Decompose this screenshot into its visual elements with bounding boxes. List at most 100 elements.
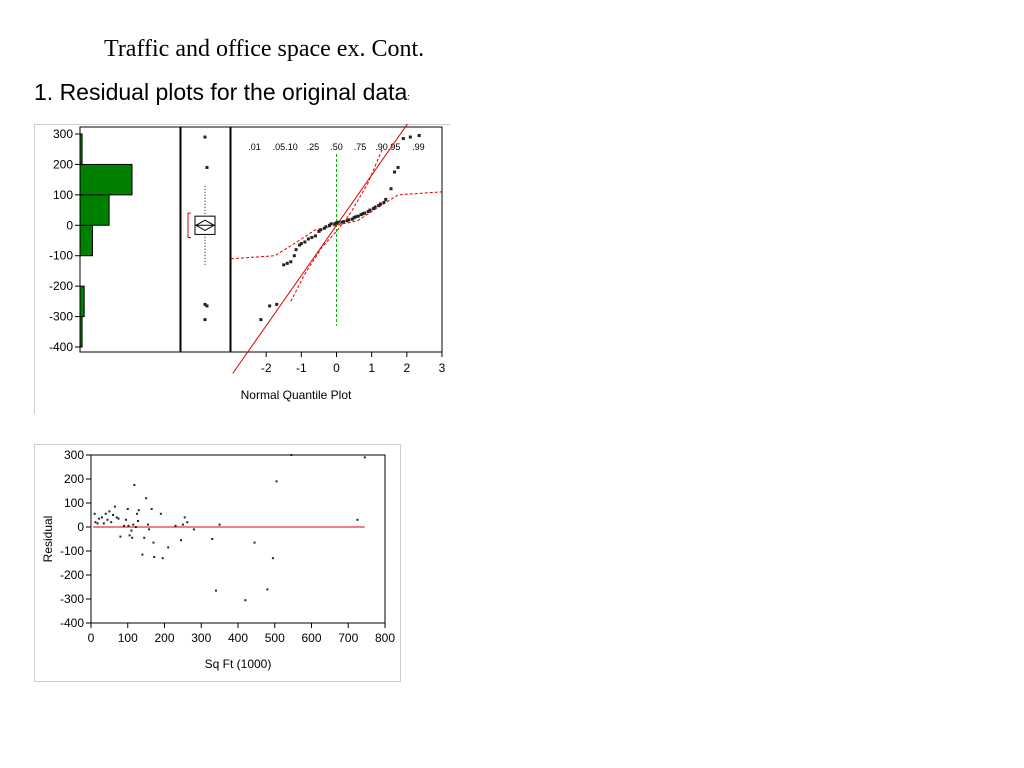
residual-data-point — [115, 516, 118, 519]
residual-y-tick-label: 300 — [64, 448, 84, 462]
residual-data-point — [108, 510, 111, 513]
quantile-data-point — [396, 165, 400, 169]
residual-data-point — [112, 514, 115, 516]
residual-y-tick-label: 100 — [64, 496, 84, 510]
residual-y-tick-label: -300 — [60, 592, 84, 606]
residual-data-point — [153, 556, 156, 558]
panel-frame — [34, 444, 401, 682]
quantile-data-point — [377, 204, 381, 208]
residual-x-tick-label: 600 — [301, 631, 321, 645]
quantile-data-point — [294, 248, 298, 252]
residual-x-tick-label: 500 — [265, 631, 285, 645]
quantile-data-point — [382, 200, 386, 204]
slide-title: Traffic and office space ex. Cont. — [104, 36, 425, 62]
residual-y-tick-label: -200 — [60, 568, 84, 582]
quantile-data-point — [347, 218, 351, 222]
quantile-data-point — [324, 225, 328, 229]
quantile-data-point — [298, 243, 302, 247]
residual-data-point — [137, 509, 140, 512]
residual-data-point — [133, 484, 136, 486]
residual-data-point — [106, 518, 109, 521]
residual-x-tick-label: 100 — [118, 631, 138, 645]
residual-data-point — [211, 538, 214, 540]
residual-data-point — [131, 536, 134, 539]
quantile-data-point — [289, 260, 293, 264]
quantile-data-point — [389, 187, 393, 191]
histogram-y-tick-label: 300 — [53, 127, 73, 141]
quantile-data-point — [319, 228, 323, 232]
residual-data-point — [146, 523, 149, 526]
residual-data-point — [192, 528, 195, 531]
residual-x-tick-label: 800 — [375, 631, 395, 645]
residual-data-point — [271, 557, 274, 560]
residual-data-point — [143, 536, 146, 539]
quantile-data-point — [366, 210, 370, 214]
histogram-frame — [79, 126, 181, 353]
quantile-data-point — [384, 197, 388, 201]
box-plot-frame — [180, 126, 231, 353]
residual-data-point — [244, 599, 247, 602]
residual-data-point — [134, 526, 137, 528]
quantile-confidence-band — [230, 191, 443, 260]
quantile-data-point — [259, 318, 263, 322]
quantile-x-tick-label: -1 — [296, 361, 307, 375]
histogram-bar — [79, 133, 83, 165]
quantile-data-point — [282, 263, 286, 267]
residual-data-point — [159, 512, 162, 515]
quantile-probability-label: .50 — [330, 142, 343, 152]
quantile-data-point — [368, 208, 372, 212]
quantile-probability-label: .01 — [248, 142, 261, 152]
subtitle-colon: : — [407, 92, 410, 102]
histogram-y-tick-label: -300 — [49, 310, 73, 324]
quantile-data-point — [285, 261, 289, 265]
box-outlier-point — [203, 135, 207, 139]
residual-x-tick-label: 200 — [154, 631, 174, 645]
residual-data-point — [141, 553, 144, 556]
subtitle-text: 1. Residual plots for the original data — [34, 79, 408, 105]
quantile-data-point — [329, 222, 333, 226]
quantile-data-point — [359, 213, 363, 217]
quantile-probability-label: .25 — [307, 142, 320, 152]
quantile-x-tick-label: 1 — [368, 361, 375, 375]
residual-data-point — [161, 557, 164, 560]
quantile-data-point — [361, 212, 365, 216]
residual-data-point — [266, 588, 269, 591]
quantile-data-point — [306, 237, 310, 241]
quantile-data-point — [322, 226, 326, 230]
quantile-plot-title: Normal Quantile Plot — [241, 388, 352, 402]
residual-x-tick-label: 300 — [191, 631, 211, 645]
distribution-panel: 300 200 100 0 -100 -200 -300 -400 .01 .05.10 .25.… — [34, 124, 450, 414]
residual-data-point — [150, 508, 153, 510]
quantile-data-point — [342, 220, 346, 224]
residual-data-point — [356, 518, 359, 521]
quantile-data-point — [310, 235, 314, 239]
quantile-data-point — [292, 254, 296, 258]
histogram-y-tick-label: 200 — [53, 157, 73, 171]
residual-data-point — [127, 524, 130, 527]
residual-data-point — [94, 521, 97, 524]
residual-data-point — [275, 480, 278, 483]
quantile-probability-label: .05 — [273, 142, 286, 152]
residual-data-point — [117, 517, 120, 520]
quantile-data-point — [333, 222, 337, 226]
quantile-x-tick-label: 3 — [439, 361, 446, 375]
residual-data-point — [167, 546, 170, 549]
quantile-data-point — [336, 220, 340, 224]
histogram-bar — [79, 194, 110, 226]
quantile-data-point — [378, 202, 382, 206]
normal-quantile-chart: .01 .05.10 .25 .50 .75 .90.95 .99 -2 -1 0 1 2 3 Norma… — [230, 124, 446, 402]
quantile-data-point — [352, 216, 356, 220]
quantile-probability-label: .75 — [354, 142, 367, 152]
quantile-probability-label: .10 — [285, 142, 298, 152]
histogram-y-tick-label: -200 — [49, 279, 73, 293]
box-outlier-point — [203, 302, 207, 306]
slide-subtitle: 1. Residual plots for the original data: — [34, 79, 410, 106]
quantile-data-point — [363, 211, 367, 215]
quantile-x-tick-label: 2 — [403, 361, 410, 375]
quantile-probability-label: .95 — [388, 142, 401, 152]
residual-data-point — [126, 508, 129, 510]
residual-data-point — [214, 589, 217, 592]
quantile-data-point — [356, 214, 360, 218]
quantile-fit-line — [232, 124, 409, 374]
residual-data-point — [93, 512, 96, 515]
